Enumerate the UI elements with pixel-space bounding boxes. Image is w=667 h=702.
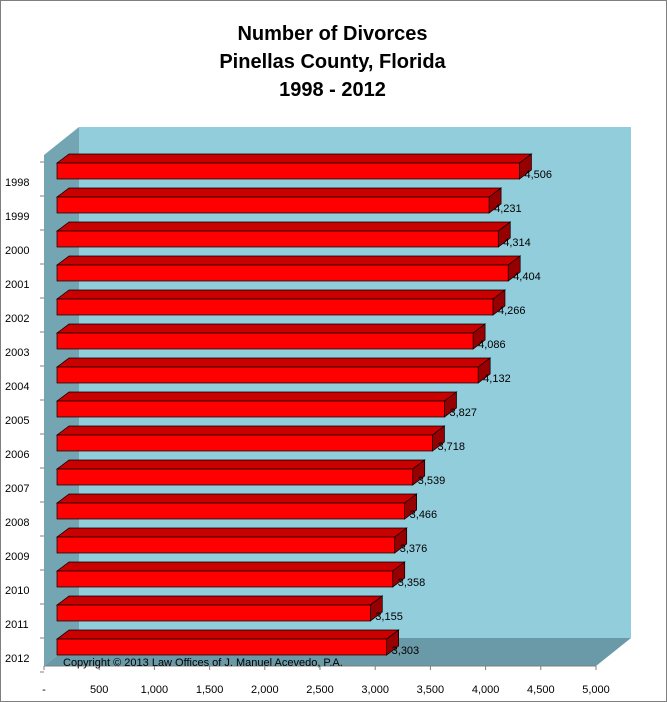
bar-2001: [55, 255, 522, 282]
x-tick-label: 3,500: [417, 684, 445, 696]
y-tick-label: 2009: [5, 551, 29, 563]
y-tick-label: 2012: [5, 653, 29, 665]
bar-2003: [55, 323, 487, 350]
data-label-2010: 3,358: [398, 577, 426, 589]
bar-2002: [55, 289, 507, 316]
data-label-2005: 3,827: [450, 407, 478, 419]
y-tick-label: 2007: [5, 483, 29, 495]
bar-front-face: [56, 468, 414, 486]
y-axis: 1998 1999 2000 2001 2002 2003 2004 2005 2006 2007…: [5, 161, 44, 673]
bar-top-face: [55, 527, 408, 538]
bar-top-face: [55, 323, 487, 334]
data-label-2011: 3,155: [375, 611, 403, 623]
bar-1998: [55, 153, 533, 180]
y-tick-label: 1998: [5, 177, 29, 189]
bar-front-face: [56, 298, 494, 316]
bar-front-face: [56, 604, 371, 622]
x-tick-label: 2,000: [251, 684, 279, 696]
bar-2007: [55, 459, 426, 486]
bar-top-face: [55, 153, 533, 164]
x-tick-label: 2,500: [306, 684, 334, 696]
bar-front-face: [56, 434, 433, 452]
chart-title-line-3: 1998 - 2012: [279, 79, 386, 101]
x-tick-label: 1,500: [196, 684, 224, 696]
bar-front-face: [56, 196, 490, 214]
bar-top-face: [55, 629, 400, 640]
bar-top-face: [55, 561, 406, 572]
bar-top-face: [55, 493, 418, 504]
bar-top-face: [55, 187, 503, 198]
y-tick-label: 2006: [5, 449, 29, 461]
bar-2011: [55, 595, 384, 622]
y-tick-label: 1999: [5, 211, 29, 223]
bar-2010: [55, 561, 406, 588]
bar-front-face: [56, 536, 396, 554]
chart-title-line-2: Pinellas County, Florida: [219, 51, 446, 73]
bar-front-face: [56, 638, 388, 656]
bar-2004: [55, 357, 492, 384]
y-tick-label: 2001: [5, 279, 29, 291]
bar-1999: [55, 187, 503, 214]
y-tick-label: 2010: [5, 585, 29, 597]
bar-front-face: [56, 366, 479, 384]
data-label-2000: 4,314: [503, 237, 531, 249]
data-label-1998: 4,506: [524, 169, 552, 181]
bar-top-face: [55, 289, 507, 300]
bar-front-face: [56, 264, 509, 282]
data-label-2007: 3,539: [418, 475, 446, 487]
data-label-2004: 4,132: [483, 373, 511, 385]
y-tick-label: 2011: [5, 619, 29, 631]
x-tick-label: 5,000: [582, 684, 610, 696]
y-tick-label: 2000: [5, 245, 29, 257]
y-tick-label: 2008: [5, 517, 29, 529]
copyright-note: Copyright © 2013 Law Offices of J. Manue…: [63, 657, 343, 669]
bar-front-face: [56, 570, 394, 588]
x-tick-label: 500: [90, 684, 108, 696]
y-tick-label: 2003: [5, 347, 29, 359]
x-tick-label: 4,000: [472, 684, 500, 696]
x-tick-label: -: [42, 684, 46, 696]
data-label-2001: 4,404: [513, 271, 541, 283]
x-tick-label: 3,000: [361, 684, 389, 696]
bar-series: 4,506 4,231 4,314 4,404 4,266 4,086 4,132 3,827…: [55, 153, 552, 657]
chart-title-line-1: Number of Divorces: [237, 23, 428, 45]
x-tick-label: 4,500: [527, 684, 555, 696]
x-tick-label: 1,000: [141, 684, 169, 696]
bar-top-face: [55, 459, 426, 470]
bar-front-face: [56, 502, 405, 520]
bar-top-face: [55, 595, 384, 606]
bar-2008: [55, 493, 418, 520]
bar-2005: [55, 391, 458, 418]
bar-top-face: [55, 357, 492, 368]
bar-top-face: [55, 425, 446, 436]
bar-2006: [55, 425, 446, 452]
y-tick-label: 2004: [5, 381, 29, 393]
data-label-2008: 3,466: [410, 509, 438, 521]
data-label-2002: 4,266: [498, 305, 526, 317]
data-label-2006: 3,718: [437, 441, 465, 453]
bar-front-face: [56, 230, 499, 248]
y-tick-label: 2005: [5, 415, 29, 427]
data-label-2003: 4,086: [478, 339, 506, 351]
bar-front-face: [56, 162, 520, 180]
data-label-2009: 3,376: [400, 543, 428, 555]
bar-2012: [55, 629, 400, 656]
bar-2009: [55, 527, 408, 554]
x-axis: - 500 1,000 1,500 2,000 2,500 3,000 3,500 4,000 4…: [42, 665, 610, 696]
bar-top-face: [55, 255, 522, 266]
data-label-1999: 4,231: [494, 203, 522, 215]
bar-2000: [55, 221, 512, 248]
bar-top-face: [55, 391, 458, 402]
bar-top-face: [55, 221, 512, 232]
bar-front-face: [56, 400, 445, 418]
bar-front-face: [56, 332, 474, 350]
chart-title: Number of Divorces Pinellas County, Flor…: [0, 20, 665, 104]
y-tick-label: 2002: [5, 313, 29, 325]
data-label-2012: 3,303: [392, 645, 420, 657]
